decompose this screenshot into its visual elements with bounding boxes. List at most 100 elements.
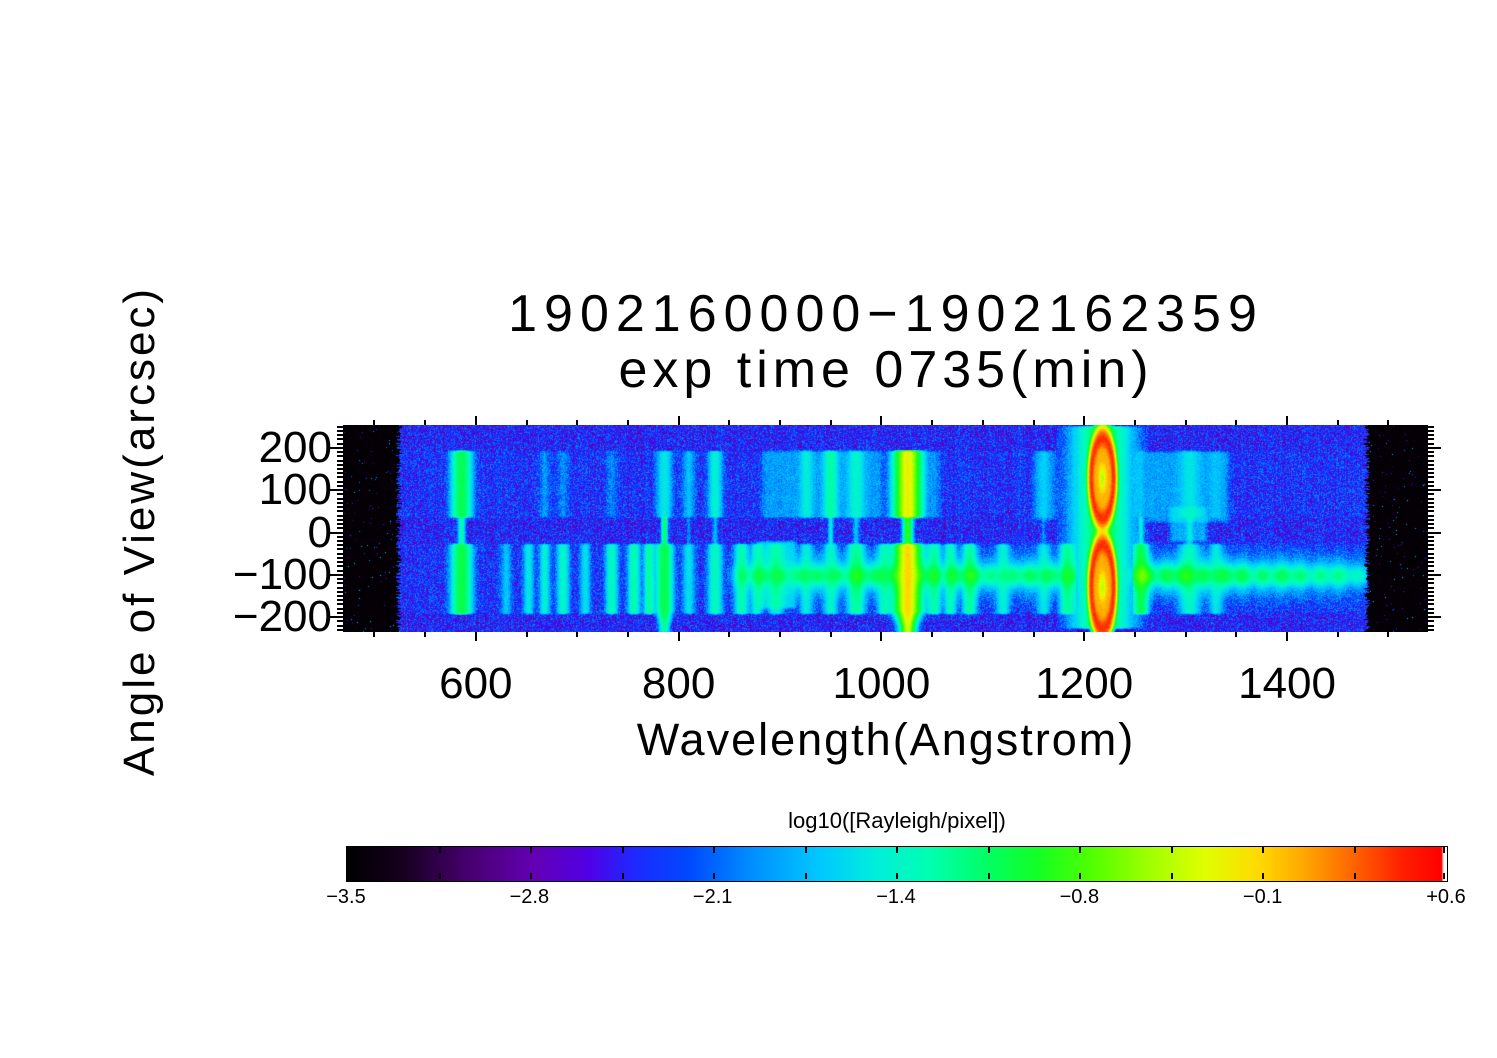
chart-subtitle: exp time 0735(min) (618, 341, 1154, 399)
y-axis-tick-left (337, 484, 343, 487)
y-axis-tick-left (337, 506, 343, 509)
y-axis-tick-right (1428, 569, 1434, 572)
y-axis-tick-right (1428, 442, 1434, 445)
y-axis-tick-right (1428, 548, 1434, 551)
colorbar-tick-top (439, 847, 441, 853)
y-axis-tick-right (1428, 468, 1434, 471)
colorbar-tick-top (713, 847, 715, 853)
colorbar-tick-label: −3.5 (326, 886, 366, 908)
y-axis-tick-right (1428, 527, 1434, 530)
y-axis-tick-left (337, 586, 343, 589)
y-axis-tick-left (337, 480, 343, 483)
x-axis-tick-top (576, 420, 579, 425)
x-axis-tick-bottom (1083, 632, 1086, 641)
y-axis-tick-right (1428, 561, 1434, 564)
colorbar-tick-top (1079, 847, 1081, 853)
x-axis-tick-top (829, 420, 832, 425)
y-axis-tick-right (1428, 628, 1434, 631)
y-axis-tick-right (1428, 493, 1434, 496)
y-axis-tick-right (1428, 586, 1434, 589)
y-tick-label: 200 (258, 422, 332, 472)
y-axis-tick-right (1428, 595, 1434, 598)
y-axis-tick-left (337, 595, 343, 598)
y-axis-tick-left (337, 459, 343, 462)
x-axis-tick-bottom (981, 632, 984, 637)
x-axis-tick-top (779, 420, 782, 425)
y-axis-tick-right (1428, 539, 1434, 542)
colorbar-tick-top (1262, 847, 1264, 853)
x-axis-tick-bottom (1032, 632, 1035, 637)
x-axis-tick-top (728, 420, 731, 425)
x-axis-tick-bottom (880, 632, 883, 641)
y-axis-tick-right (1428, 578, 1434, 581)
y-axis-tick-left (337, 628, 343, 631)
y-axis-tick-left (337, 556, 343, 559)
y-axis-tick-right (1428, 484, 1434, 487)
colorbar-tick-top (896, 847, 898, 853)
colorbar-tick-label: −0.1 (1242, 886, 1283, 908)
y-axis-tick-right (1428, 480, 1434, 483)
y-axis-title: Angle of View(arcsec) (115, 285, 164, 777)
colorbar-tick-label: −0.8 (1059, 886, 1100, 908)
y-axis-tick-right (1428, 434, 1434, 437)
y-axis-tick-left (330, 531, 343, 534)
x-axis-tick-top (1235, 420, 1238, 425)
x-axis-tick-top (1286, 416, 1289, 425)
colorbar (346, 846, 1448, 882)
y-axis-tick-right (1428, 429, 1434, 432)
y-axis-tick-left (337, 438, 343, 441)
y-axis-tick-right (1428, 497, 1434, 500)
y-axis-tick-right (1428, 523, 1434, 526)
y-axis-tick-left (337, 607, 343, 610)
x-axis-tick-top (931, 420, 934, 425)
y-axis-tick-left (337, 472, 343, 475)
x-axis-tick-bottom (1336, 632, 1339, 637)
colorbar-tick-bottom (896, 873, 898, 879)
y-axis-tick-right (1428, 476, 1434, 479)
colorbar-tick-bottom (530, 873, 532, 879)
y-tick-label: 0 (307, 507, 332, 557)
x-axis-tick-top (1032, 420, 1035, 425)
y-axis-tick-left (337, 603, 343, 606)
y-axis-tick-left (337, 620, 343, 623)
x-axis-tick-bottom (474, 632, 477, 641)
x-axis-tick-top (424, 420, 427, 425)
x-axis-tick-top (626, 420, 629, 425)
colorbar-tick-top (1443, 847, 1445, 853)
x-axis-tick-bottom (424, 632, 427, 637)
colorbar-tick-top (347, 847, 349, 853)
x-axis-tick-top (1184, 420, 1187, 425)
x-axis-tick-bottom (1286, 632, 1289, 641)
colorbar-tick-bottom (1262, 873, 1264, 879)
colorbar-tick-bottom (1354, 873, 1356, 879)
x-axis-tick-bottom (626, 632, 629, 637)
colorbar-tick-top (1171, 847, 1173, 853)
y-axis-tick-right (1428, 455, 1434, 458)
y-axis-tick-left (337, 611, 343, 614)
y-axis-tick-right (1428, 425, 1434, 428)
x-axis-tick-top (1133, 420, 1136, 425)
y-axis-tick-left (337, 497, 343, 500)
y-axis-tick-right (1428, 531, 1441, 534)
y-axis-tick-left (337, 624, 343, 627)
y-axis-tick-left (337, 493, 343, 496)
colorbar-tick-bottom (347, 873, 349, 879)
y-axis-tick-left (337, 442, 343, 445)
y-axis-tick-right (1428, 510, 1434, 513)
spectrogram-plot (330, 416, 1441, 641)
y-axis-tick-left (337, 565, 343, 568)
y-axis-tick-right (1428, 518, 1434, 521)
y-axis-tick-left (337, 523, 343, 526)
y-axis-tick-right (1428, 552, 1434, 555)
x-axis-tick-top (525, 420, 528, 425)
y-tick-label: 100 (258, 465, 332, 515)
y-axis-tick-left (337, 455, 343, 458)
colorbar-tick-label: −2.8 (509, 886, 550, 908)
colorbar-tick-label: −1.4 (876, 886, 916, 908)
x-axis-tick-top (981, 420, 984, 425)
colorbar-tick-bottom (713, 873, 715, 879)
y-axis-tick-left (337, 552, 343, 555)
y-tick-label: −100 (232, 549, 332, 599)
x-axis-tick-top (677, 416, 680, 425)
